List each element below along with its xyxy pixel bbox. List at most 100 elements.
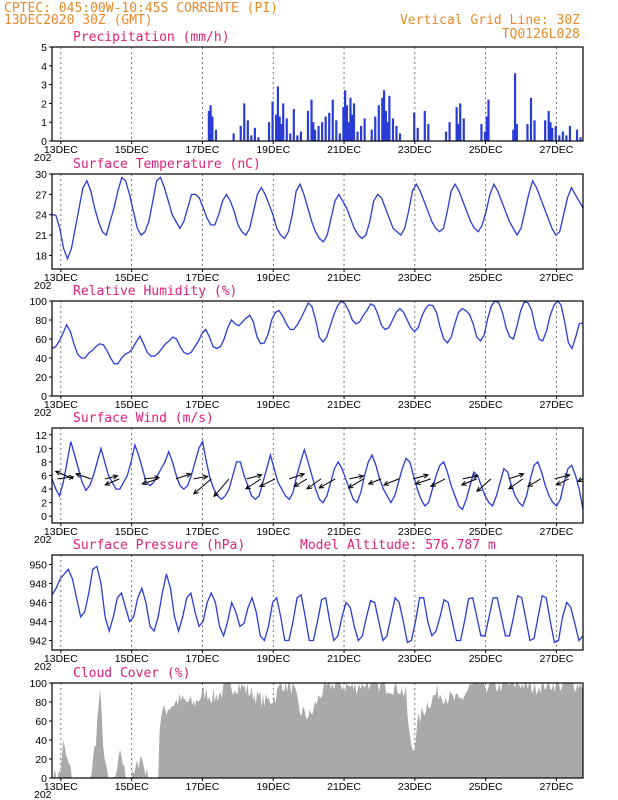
- precip-bar: [382, 90, 386, 141]
- wind-arrow-head: [382, 480, 389, 486]
- pressure-xtick-label: 23DEC: [398, 653, 432, 665]
- pressure-xtick-label: 21DEC: [327, 653, 361, 665]
- precip-bar: [313, 129, 317, 141]
- wind-arrow-head: [185, 472, 192, 478]
- wind-arrow: [143, 476, 160, 480]
- cloud-xtick-label: 19DEC: [256, 781, 290, 793]
- precip-bar: [395, 125, 398, 141]
- wind-arrow: [175, 473, 192, 480]
- precip-xtick-label: 23DEC: [398, 144, 432, 156]
- precip-bar: [370, 129, 373, 141]
- model-id: TQ0126L028: [502, 27, 580, 42]
- wind-arrow-head: [347, 483, 354, 489]
- wind-arrow: [306, 478, 322, 490]
- temp-xtick-label: 17DEC: [186, 272, 220, 284]
- cloud-xtick-label: 13DEC: [44, 781, 78, 793]
- temp-xtick-label: 13DEC: [44, 272, 78, 284]
- precip-bar: [306, 110, 310, 141]
- precip-bar: [310, 99, 313, 141]
- cloud-xtick-label: 15DEC: [115, 781, 149, 793]
- precip-bar: [214, 129, 218, 141]
- wind-arrow-head: [318, 483, 325, 489]
- wind-arrow-head: [258, 482, 266, 487]
- pressure-ytick-label: 942: [29, 636, 47, 648]
- temp-xtick-label: 19DEC: [256, 272, 290, 284]
- wind-title: Surface Wind (m/s): [73, 411, 214, 426]
- pressure-xtick-label: 15DEC: [115, 653, 149, 665]
- precip-bar: [356, 131, 359, 141]
- precip-bar: [549, 122, 552, 141]
- precip-ytick-label: 2: [41, 98, 47, 110]
- wind-arrow: [368, 478, 382, 485]
- temp-series-line: [51, 176, 584, 261]
- precip-bar: [579, 137, 582, 141]
- precip-bar: [416, 127, 419, 141]
- precip-bar: [483, 131, 487, 141]
- wind-arrow-head: [527, 481, 534, 487]
- precip-bar: [338, 133, 341, 141]
- precip-bar: [515, 124, 518, 141]
- precip-bar: [253, 127, 256, 141]
- wind-arrow: [462, 475, 478, 480]
- precip-bar: [448, 122, 451, 141]
- wind-xtick-label: 23DEC: [398, 526, 432, 538]
- wind-arrow-head: [299, 472, 306, 478]
- rh-xtick-label: 19DEC: [256, 399, 290, 411]
- precip-bar: [349, 97, 352, 141]
- cloud-xtick-label: 27DEC: [540, 781, 574, 793]
- temp-frame: [51, 173, 584, 270]
- pressure-panel: 13DEC 15DEC 17DEC 19DEC 21DEC 23DEC 25DEC 27DEC…: [29, 538, 584, 673]
- wind-arrow: [508, 473, 524, 480]
- precip-bar: [462, 118, 465, 141]
- wind-arrow: [213, 478, 230, 497]
- precip-xtick-label: 21DEC: [327, 144, 361, 156]
- cloud-ytick-label: 0: [41, 773, 47, 785]
- pressure-title: Surface Pressure (hPa): [73, 538, 245, 553]
- precip-bar: [345, 105, 349, 141]
- wind-xtick-label: 13DEC: [44, 526, 78, 538]
- temp-ytick-label: 18: [35, 250, 47, 262]
- cloud-title: Cloud Cover (%): [73, 666, 190, 681]
- precip-bar: [487, 99, 490, 141]
- rh-ytick-label: 0: [41, 391, 47, 403]
- wind-arrow-head: [358, 474, 365, 480]
- precip-year-label: 202: [34, 152, 52, 164]
- cloud-xtick-label: 25DEC: [469, 781, 503, 793]
- precip-bar: [211, 116, 214, 141]
- pressure-xtick-label: 27DEC: [540, 653, 574, 665]
- wind-arrow: [476, 478, 492, 492]
- temp-ytick-label: 30: [35, 169, 47, 181]
- cloud-ytick-label: 20: [35, 754, 47, 766]
- rh-xtick-label: 27DEC: [540, 399, 574, 411]
- wind-arrow-head: [429, 482, 436, 487]
- precip-bar: [363, 118, 366, 141]
- cloud-frame: [51, 682, 584, 779]
- pressure-ytick-label: 946: [29, 598, 47, 610]
- rh-xtick-label: 13DEC: [44, 399, 78, 411]
- precip-bar: [335, 120, 338, 141]
- rh-xtick-label: 23DEC: [398, 399, 432, 411]
- temp-panel: 13DEC 15DEC 17DEC 19DEC 21DEC 23DEC 25DEC 27DEC…: [34, 157, 584, 292]
- pressure-ytick-label: 950: [29, 560, 47, 572]
- precip-bar: [485, 116, 488, 141]
- wind-arrow: [349, 475, 364, 480]
- wind-arrow-head: [472, 474, 479, 480]
- pressure-xtick-label: 13DEC: [44, 653, 78, 665]
- pressure-xtick-label: 19DEC: [256, 653, 290, 665]
- rh-xtick-label: 25DEC: [469, 399, 503, 411]
- wind-arrow: [75, 473, 92, 480]
- precip-bar: [381, 97, 384, 141]
- pressure-xtick-label: 25DEC: [469, 653, 503, 665]
- precip-bar: [480, 124, 483, 141]
- wind-ytick-label: 6: [41, 471, 47, 483]
- wind-xtick-label: 21DEC: [327, 526, 361, 538]
- precip-bar: [285, 118, 288, 141]
- wind-arrow: [193, 475, 208, 480]
- wind-arrow: [259, 478, 276, 487]
- precip-bar: [282, 103, 285, 141]
- temp-xtick-label: 27DEC: [540, 272, 574, 284]
- wind-arrow-head: [576, 477, 584, 482]
- precip-bar: [558, 135, 561, 141]
- wind-arrow: [415, 478, 431, 485]
